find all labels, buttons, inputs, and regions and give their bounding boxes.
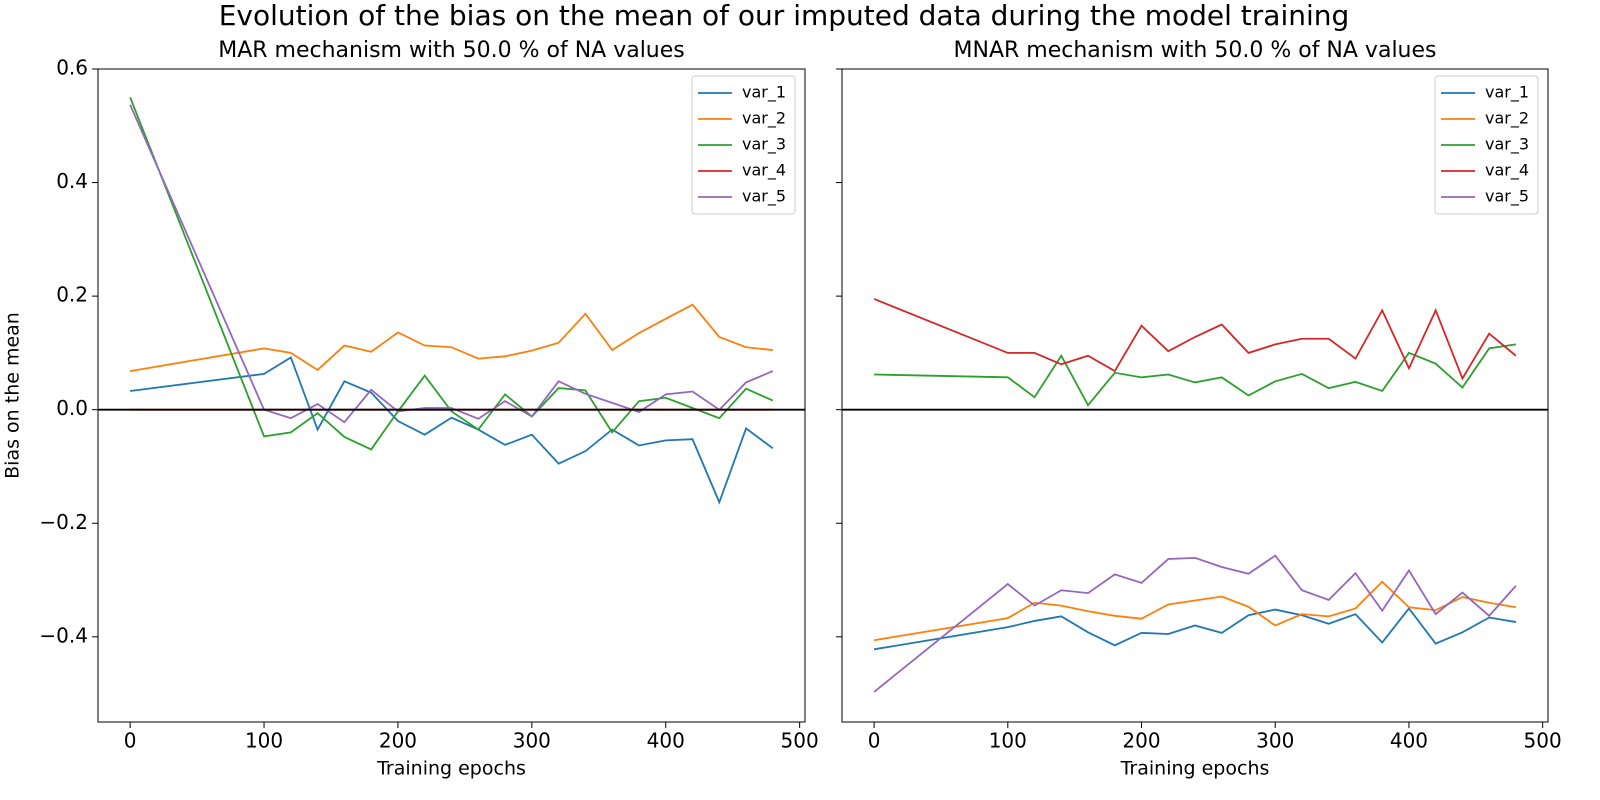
y-tick-label: 0.0 bbox=[56, 396, 88, 420]
legend-label: var_1 bbox=[1485, 83, 1529, 103]
x-tick-label: 0 bbox=[124, 729, 137, 753]
series-line bbox=[129, 303, 773, 372]
legend-label: var_5 bbox=[742, 187, 786, 207]
legend-label: var_3 bbox=[742, 135, 786, 155]
axes-title: MNAR mechanism with 50.0 % of NA values bbox=[954, 38, 1437, 63]
series-line bbox=[873, 580, 1517, 642]
y-axis-label: Bias on the mean bbox=[2, 312, 24, 479]
x-tick-label: 200 bbox=[1122, 729, 1160, 753]
legend-label: var_3 bbox=[1485, 135, 1529, 155]
legend-label: var_5 bbox=[1485, 187, 1529, 207]
axes-frame bbox=[841, 68, 1549, 723]
x-axis-label: Training epochs bbox=[1120, 758, 1270, 780]
y-tick-label: 0.2 bbox=[56, 283, 88, 307]
series-line bbox=[873, 606, 1517, 651]
y-tick-label: 0.4 bbox=[56, 169, 88, 193]
y-tick-label: −0.4 bbox=[39, 623, 88, 647]
x-tick-label: 300 bbox=[513, 729, 551, 753]
x-axis-label: Training epochs bbox=[376, 758, 526, 780]
legend-box bbox=[691, 75, 796, 215]
series-line bbox=[129, 97, 774, 451]
series-line bbox=[130, 356, 774, 505]
axes-title: MAR mechanism with 50.0 % of NA values bbox=[218, 38, 685, 63]
legend-label: var_2 bbox=[742, 109, 786, 129]
x-tick-label: 400 bbox=[1390, 729, 1428, 753]
legend-label: var_2 bbox=[1485, 109, 1529, 129]
series-line bbox=[874, 343, 1517, 407]
x-tick-label: 500 bbox=[1524, 729, 1562, 753]
x-tick-label: 100 bbox=[989, 729, 1027, 753]
y-tick-label: −0.2 bbox=[39, 510, 88, 534]
axes-frame bbox=[97, 68, 806, 723]
plot-area bbox=[873, 298, 1517, 693]
x-tick-label: 500 bbox=[781, 729, 819, 753]
series-line bbox=[873, 554, 1517, 693]
legend-label: var_1 bbox=[742, 83, 786, 103]
legend-label: var_4 bbox=[742, 161, 786, 181]
x-tick-label: 0 bbox=[868, 729, 881, 753]
x-tick-label: 200 bbox=[379, 729, 417, 753]
legend-box bbox=[1434, 75, 1539, 215]
x-tick-label: 400 bbox=[647, 729, 685, 753]
plot-area bbox=[129, 97, 774, 505]
series-line bbox=[873, 298, 1517, 381]
legend-label: var_4 bbox=[1485, 161, 1529, 181]
figure-title: Evolution of the bias on the mean of our… bbox=[219, 0, 1350, 32]
x-tick-label: 300 bbox=[1256, 729, 1294, 753]
y-tick-label: 0.6 bbox=[56, 56, 88, 80]
x-tick-label: 100 bbox=[245, 729, 283, 753]
series-line bbox=[129, 104, 774, 424]
